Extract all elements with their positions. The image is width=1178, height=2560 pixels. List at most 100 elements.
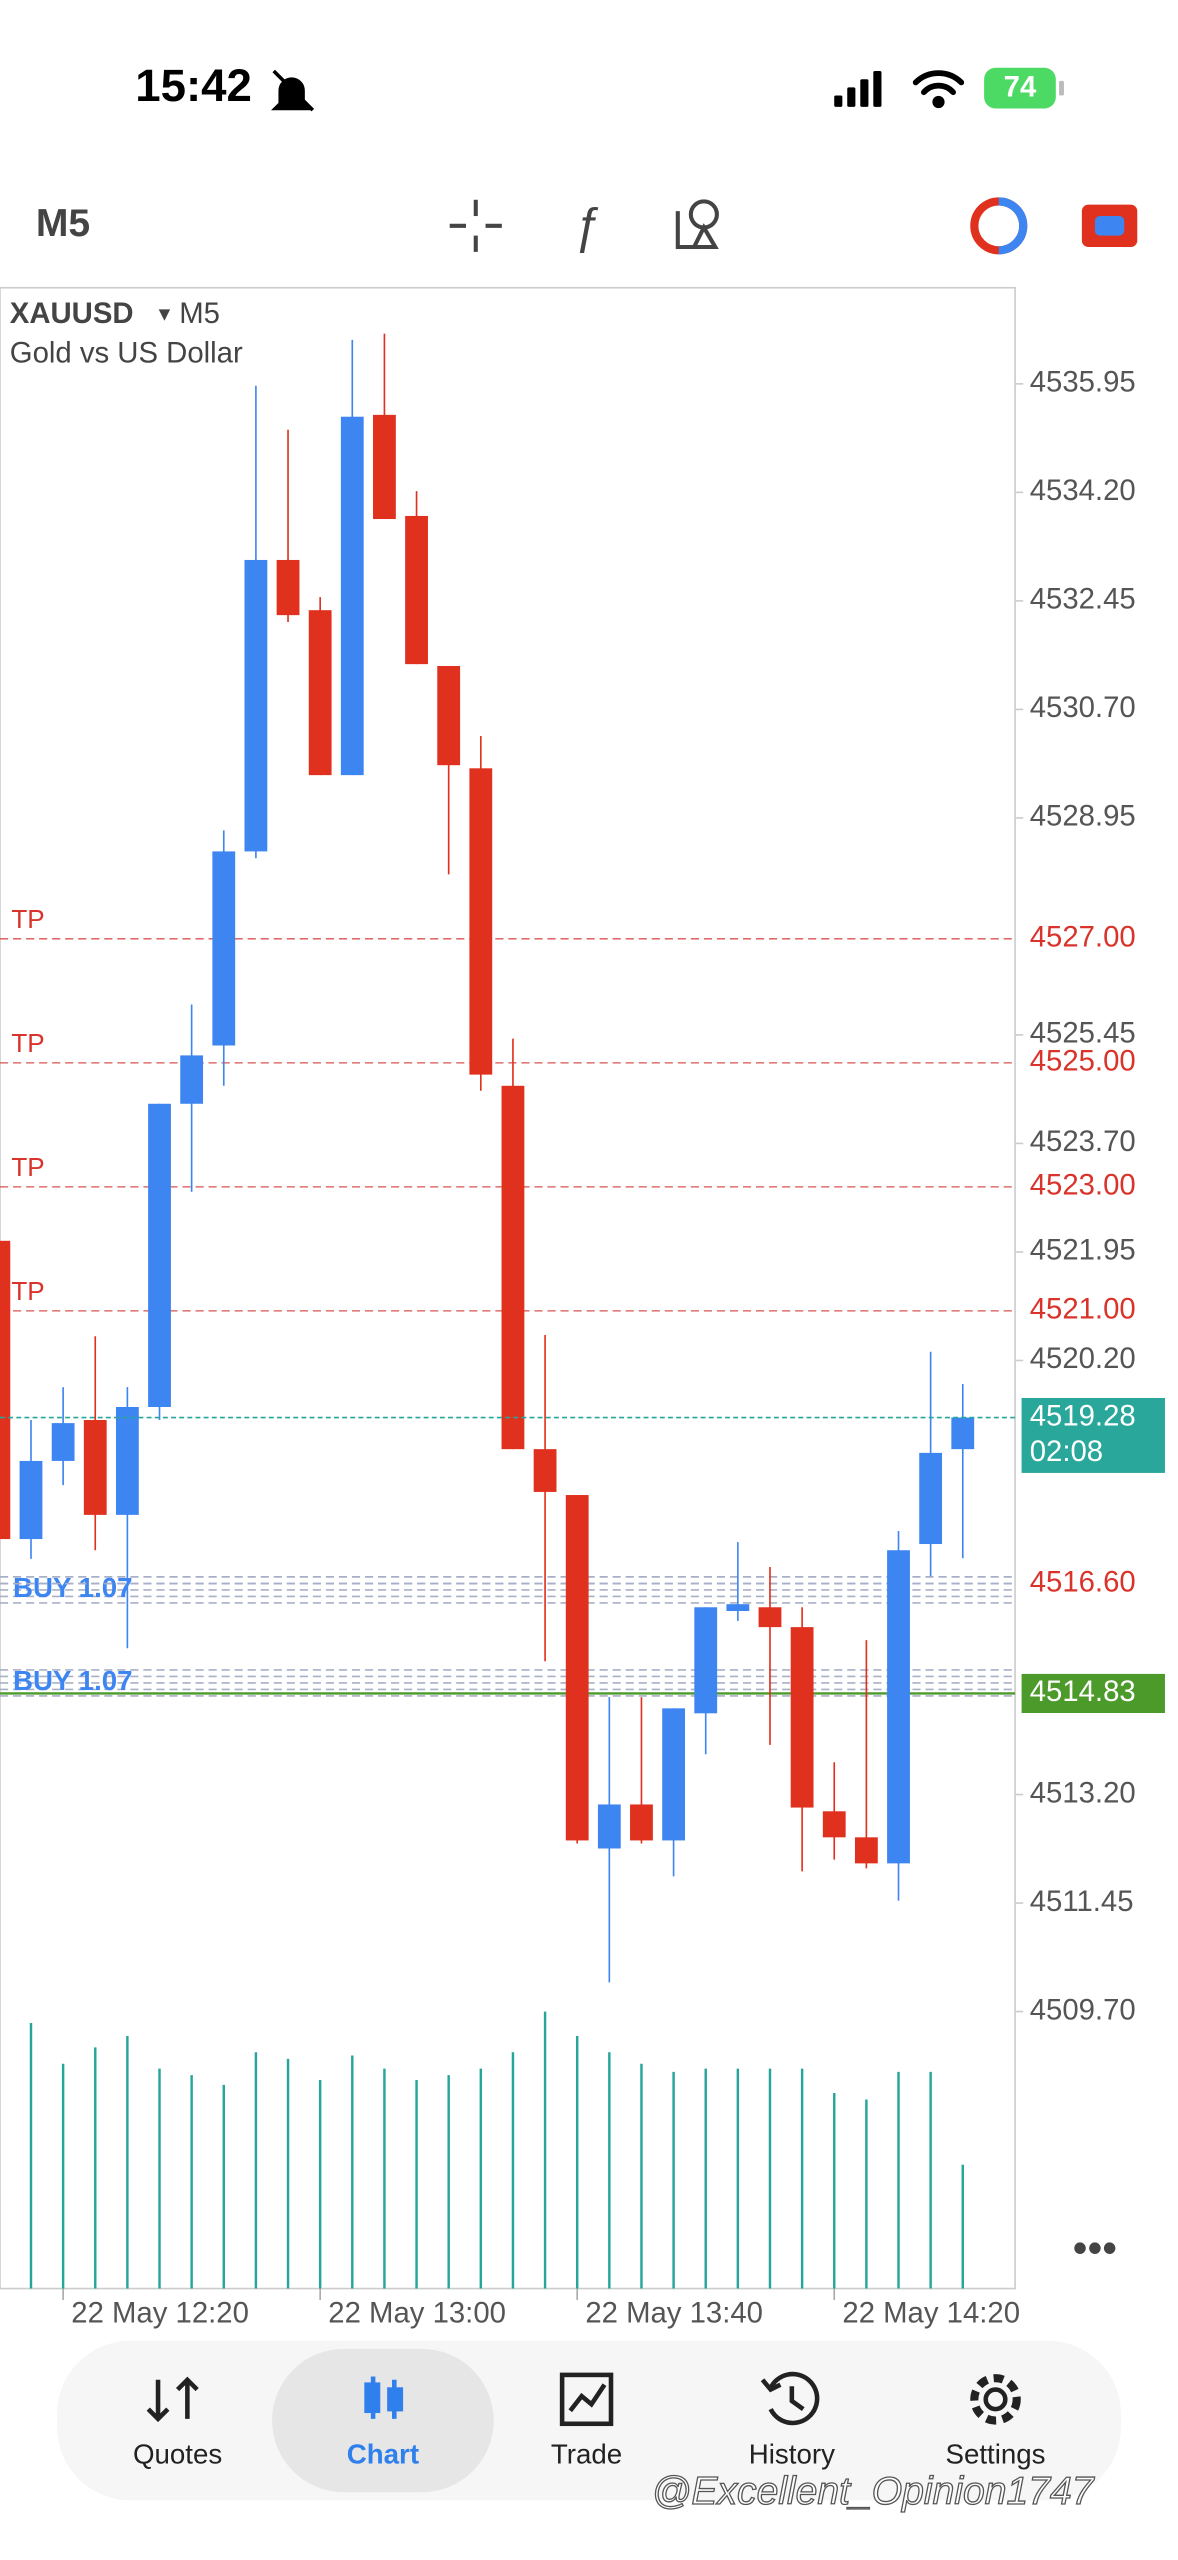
icon-part <box>983 2387 1008 2412</box>
candle-body <box>83 1420 107 1515</box>
candle-body <box>951 1417 975 1450</box>
watermark: @Excellent_Opinion1747 <box>652 2470 1095 2513</box>
candle-body <box>276 559 300 616</box>
price-tag-bg <box>1021 1044 1165 1081</box>
price-tag-bg <box>1021 920 1165 957</box>
candle-body <box>854 1837 878 1864</box>
battery-cap <box>1059 80 1064 96</box>
candle-body <box>919 1452 943 1545</box>
candle-body <box>340 416 364 776</box>
x-tick-label: 22 May 13:40 <box>585 2296 763 2329</box>
battery-icon <box>984 67 1056 109</box>
y-tick-label: 4534.20 <box>1030 474 1136 507</box>
y-tick-label: 4520.20 <box>1030 1342 1136 1375</box>
candle-body <box>180 1055 204 1104</box>
candle-body <box>405 515 428 665</box>
price-tag-bg <box>1021 1168 1165 1205</box>
buy-tag: BUY 1.07 <box>13 1665 133 1696</box>
x-tick-label: 22 May 12:20 <box>71 2296 249 2329</box>
candle-body <box>565 1495 589 1841</box>
candle-body <box>790 1627 814 1808</box>
y-tick-label: 4521.95 <box>1030 1234 1136 1267</box>
current-price-label: 4519.28 <box>1030 1399 1136 1432</box>
one-click-button[interactable] <box>970 197 1028 255</box>
symbol-dropdown[interactable]: ▼ <box>155 304 174 326</box>
indicators-button[interactable]: ƒ <box>573 199 600 253</box>
nav-active-pill <box>272 2348 494 2493</box>
candle-body <box>822 1811 846 1838</box>
candle-body <box>19 1460 43 1540</box>
y-tick-label: 4511.45 <box>1030 1885 1134 1918</box>
symbol: XAUUSD <box>10 297 134 330</box>
candle-body <box>0 1240 11 1540</box>
price-tag-bg <box>1021 1292 1165 1329</box>
candle-body <box>148 1103 171 1407</box>
y-tick-label: 4525.45 <box>1030 1017 1136 1050</box>
crosshair-button[interactable] <box>449 199 502 252</box>
chart-timeframe: M5 <box>179 297 220 330</box>
x-tick-label: 22 May 14:20 <box>842 2296 1020 2329</box>
bar-timer: 02:08 <box>1030 1435 1103 1468</box>
candle-body <box>597 1804 621 1849</box>
y-tick-label: 4523.70 <box>1030 1125 1136 1158</box>
tp-price-label: 4527.00 <box>1030 921 1136 954</box>
icon-part <box>970 2374 1021 2425</box>
y-tick-label: 4532.45 <box>1030 583 1136 616</box>
candle-body <box>630 1804 653 1841</box>
signal-icon <box>834 71 882 107</box>
nav-tab[interactable]: Chart <box>347 2439 419 2470</box>
candle-body <box>51 1423 75 1461</box>
nav-tab[interactable]: Trade <box>551 2439 622 2470</box>
x-tick-label: 22 May 13:00 <box>328 2296 506 2329</box>
price-tag <box>1021 1673 1165 1714</box>
candle-body <box>469 768 493 1075</box>
price-tag-bg <box>1021 1565 1165 1602</box>
candle-body <box>758 1607 782 1628</box>
candle-body <box>244 559 268 852</box>
current-price-tag <box>1021 1397 1165 1473</box>
timeframe-button[interactable]: M5 <box>36 202 90 245</box>
trade-button[interactable] <box>1081 204 1138 248</box>
icon-part <box>370 2376 397 2419</box>
symbol-description: Gold vs US Dollar <box>10 336 243 369</box>
tp-tag: TP <box>11 1028 44 1058</box>
tp-price-label: 4523.00 <box>1030 1169 1136 1202</box>
y-tick-label: 4530.70 <box>1030 691 1136 724</box>
order-price-label: 4516.60 <box>1030 1565 1136 1598</box>
tp-tag: TP <box>11 1276 44 1306</box>
objects-button[interactable] <box>675 199 719 250</box>
wifi-icon <box>912 70 965 109</box>
nav-tab[interactable]: History <box>749 2439 835 2470</box>
y-tick-label: 4528.95 <box>1030 800 1136 833</box>
candle-body <box>694 1607 718 1714</box>
candle-body <box>308 610 332 776</box>
nav-icon <box>970 2374 1021 2425</box>
candle-body <box>887 1550 910 1864</box>
order-price-label: 4514.83 <box>1030 1675 1136 1708</box>
y-tick-label: 4535.95 <box>1030 366 1136 399</box>
status-time: 15:42 <box>135 60 252 111</box>
icon-part <box>559 2372 614 2427</box>
nav-tab[interactable]: Quotes <box>133 2439 222 2470</box>
nav-tab[interactable]: Settings <box>945 2439 1045 2470</box>
candle-body <box>212 851 236 1046</box>
y-tick-label: 4509.70 <box>1030 1993 1136 2026</box>
icon-part <box>760 2371 820 2426</box>
nav-icon <box>559 2372 614 2427</box>
candle-body <box>437 665 461 766</box>
mute-icon <box>271 69 315 112</box>
candle-body <box>115 1406 139 1515</box>
tp-price-label: 4521.00 <box>1030 1293 1136 1326</box>
candle-body <box>726 1604 750 1611</box>
tp-tag: TP <box>11 1152 44 1182</box>
chart: XAUUSD ▼ M5 Gold vs US Dollar 4535.95 453… <box>0 286 1165 2329</box>
icon-part <box>568 2383 607 2413</box>
nav: Quotes Chart Trade History Settings <box>133 2348 1046 2493</box>
candle-body <box>533 1449 557 1492</box>
more-button[interactable]: ••• <box>1073 2224 1118 2271</box>
nav-icon <box>146 2376 199 2423</box>
buy-tag: BUY 1.07 <box>13 1572 133 1603</box>
icon-part <box>146 2376 199 2423</box>
